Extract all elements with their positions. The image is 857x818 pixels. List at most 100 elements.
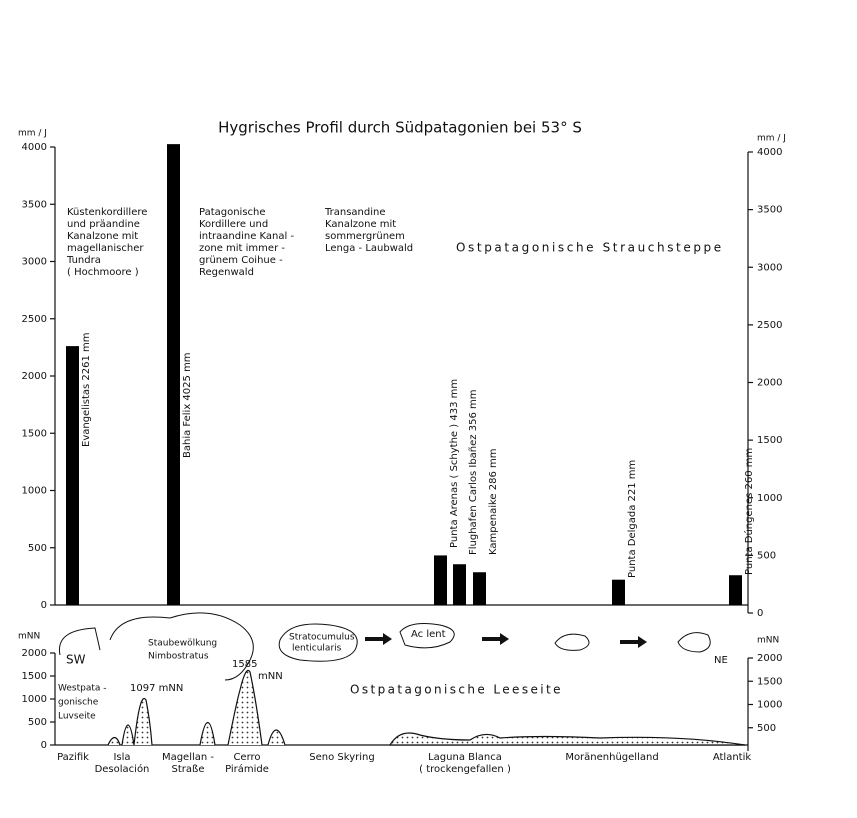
y2-tick-label: 2500: [757, 320, 782, 331]
station-name: Flughafen Carlos Ibañez: [468, 434, 479, 555]
cloud: [554, 633, 590, 651]
value-label: 221 mm: [627, 460, 638, 502]
y2-tick-label: 500: [757, 723, 776, 734]
y-tick-label: 1500: [22, 671, 47, 682]
annotation: ( Hochmoore ): [67, 267, 139, 278]
station-name: Bahia Felix: [182, 404, 193, 458]
annotation: SW: [66, 653, 86, 667]
y2-tick-label: 1000: [757, 700, 782, 711]
place-label: Atlantik: [713, 752, 752, 763]
y-axis-unit: mNN: [18, 632, 40, 642]
place-label: Pirámide: [225, 763, 269, 775]
y-axis-unit: mm / J: [18, 129, 47, 139]
annotation: Kanalzone mit: [67, 231, 138, 242]
y-tick-label: 1000: [22, 486, 47, 497]
y-tick-label: 1500: [22, 428, 47, 439]
annotation: Westpata -: [58, 684, 107, 694]
y2-tick-label: 3500: [757, 205, 782, 216]
bar: [66, 346, 79, 605]
bar: [473, 572, 486, 605]
y-tick-label: 2500: [22, 314, 47, 325]
cloud-outline: [109, 612, 254, 681]
annotation: Transandine: [324, 207, 386, 218]
place-label: Isla: [113, 752, 130, 763]
annotation: Ostpatagonische Strauchsteppe: [456, 241, 724, 255]
station-name: Kampenaike: [488, 493, 499, 555]
annotation: Regenwald: [199, 267, 254, 278]
station-name: Punta Delgada: [627, 505, 638, 578]
place-label: ( trockengefallen ): [419, 764, 511, 775]
terrain: [107, 669, 746, 746]
y-tick-label: 3500: [22, 199, 47, 210]
place-label: Magellan -: [162, 752, 214, 763]
annotation: Kordillere und: [199, 219, 268, 230]
bar: [434, 555, 447, 605]
y-tick-label: 0: [41, 600, 47, 611]
place-label: Seno Skyring: [309, 752, 374, 763]
place-label: Laguna Blanca: [428, 752, 502, 763]
y-tick-label: 0: [41, 740, 47, 751]
y-tick-label: 2000: [22, 371, 47, 382]
annotation: Lenga - Laubwald: [325, 243, 413, 254]
annotation: grünem Coihue -: [199, 255, 283, 266]
value-label: 2261 mm: [81, 332, 92, 380]
annotation: Staubewölkung: [148, 639, 217, 649]
bar-label: Punta Delgada 221 mm: [627, 460, 638, 578]
annotation: 1097 mNN: [130, 683, 183, 694]
value-label: 260 mm: [744, 448, 755, 490]
annotation: zone mit immer -: [199, 243, 285, 254]
y2-tick-label: 2000: [757, 378, 782, 389]
bar: [167, 144, 180, 605]
station-name: Evangelistas: [81, 384, 92, 447]
wind-arrows: [365, 633, 647, 648]
place-label: Moränenhügelland: [565, 752, 658, 763]
bar: [729, 575, 742, 605]
y-tick-label: 1000: [22, 694, 47, 705]
y2-tick-label: 2000: [757, 653, 782, 664]
y2-axis-unit: mNN: [757, 636, 779, 646]
place-label: Pazifik: [57, 752, 89, 763]
bar: [612, 579, 625, 605]
y2-tick-label: 1000: [757, 493, 782, 504]
value-label: 4025 mm: [182, 352, 193, 400]
bar-label: Kampenaike 286 mm: [488, 448, 499, 555]
value-label: 433 mm: [449, 379, 460, 421]
bar-label: Punta Arenas ( Schythe ) 433 mm: [449, 379, 460, 548]
chart-title: Hygrisches Profil durch Südpatagonien be…: [218, 119, 582, 137]
annotation: und präandine: [67, 219, 140, 230]
annotation: Luvseite: [58, 712, 96, 722]
bar-label: Evangelistas 2261 mm: [81, 332, 92, 447]
annotation: sommergrünem: [325, 231, 405, 242]
bar-label: Flughafen Carlos Ibañez 356 mm: [468, 390, 479, 555]
annotation: intraandine Kanal -: [199, 231, 294, 242]
y-tick-label: 500: [28, 543, 47, 554]
annotation: lenticularis: [292, 644, 342, 654]
annotation: NE: [714, 655, 728, 666]
cloud-outline: [58, 627, 101, 656]
y2-tick-label: 3000: [757, 262, 782, 273]
annotation: Nimbostratus: [148, 652, 209, 662]
cloud: [399, 623, 455, 649]
annotation: magellanischer: [67, 243, 144, 254]
y-tick-label: 3000: [22, 257, 47, 268]
annotation: Patagonische: [199, 207, 266, 218]
y2-tick-label: 4000: [757, 147, 782, 158]
annotation: Küstenkordillere: [67, 207, 147, 218]
y-tick-label: 4000: [22, 142, 47, 153]
station-name: Punta Arenas ( Schythe ): [449, 424, 460, 548]
annotation: 1585: [232, 659, 257, 670]
annotation: Stratocumulus: [289, 633, 355, 643]
y2-tick-label: 0: [757, 608, 763, 619]
y2-tick-label: 1500: [757, 676, 782, 687]
bar-label: Bahia Felix 4025 mm: [182, 352, 193, 458]
y2-tick-label: 1500: [757, 435, 782, 446]
annotation: Ac lent: [411, 629, 446, 640]
y-tick-label: 2000: [22, 648, 47, 659]
y2-axis-unit: mm / J: [757, 134, 786, 144]
value-label: 286 mm: [488, 448, 499, 490]
cloud: [278, 623, 358, 662]
value-label: 356 mm: [468, 390, 479, 432]
place-label: Straße: [172, 764, 205, 775]
bar: [453, 564, 466, 605]
